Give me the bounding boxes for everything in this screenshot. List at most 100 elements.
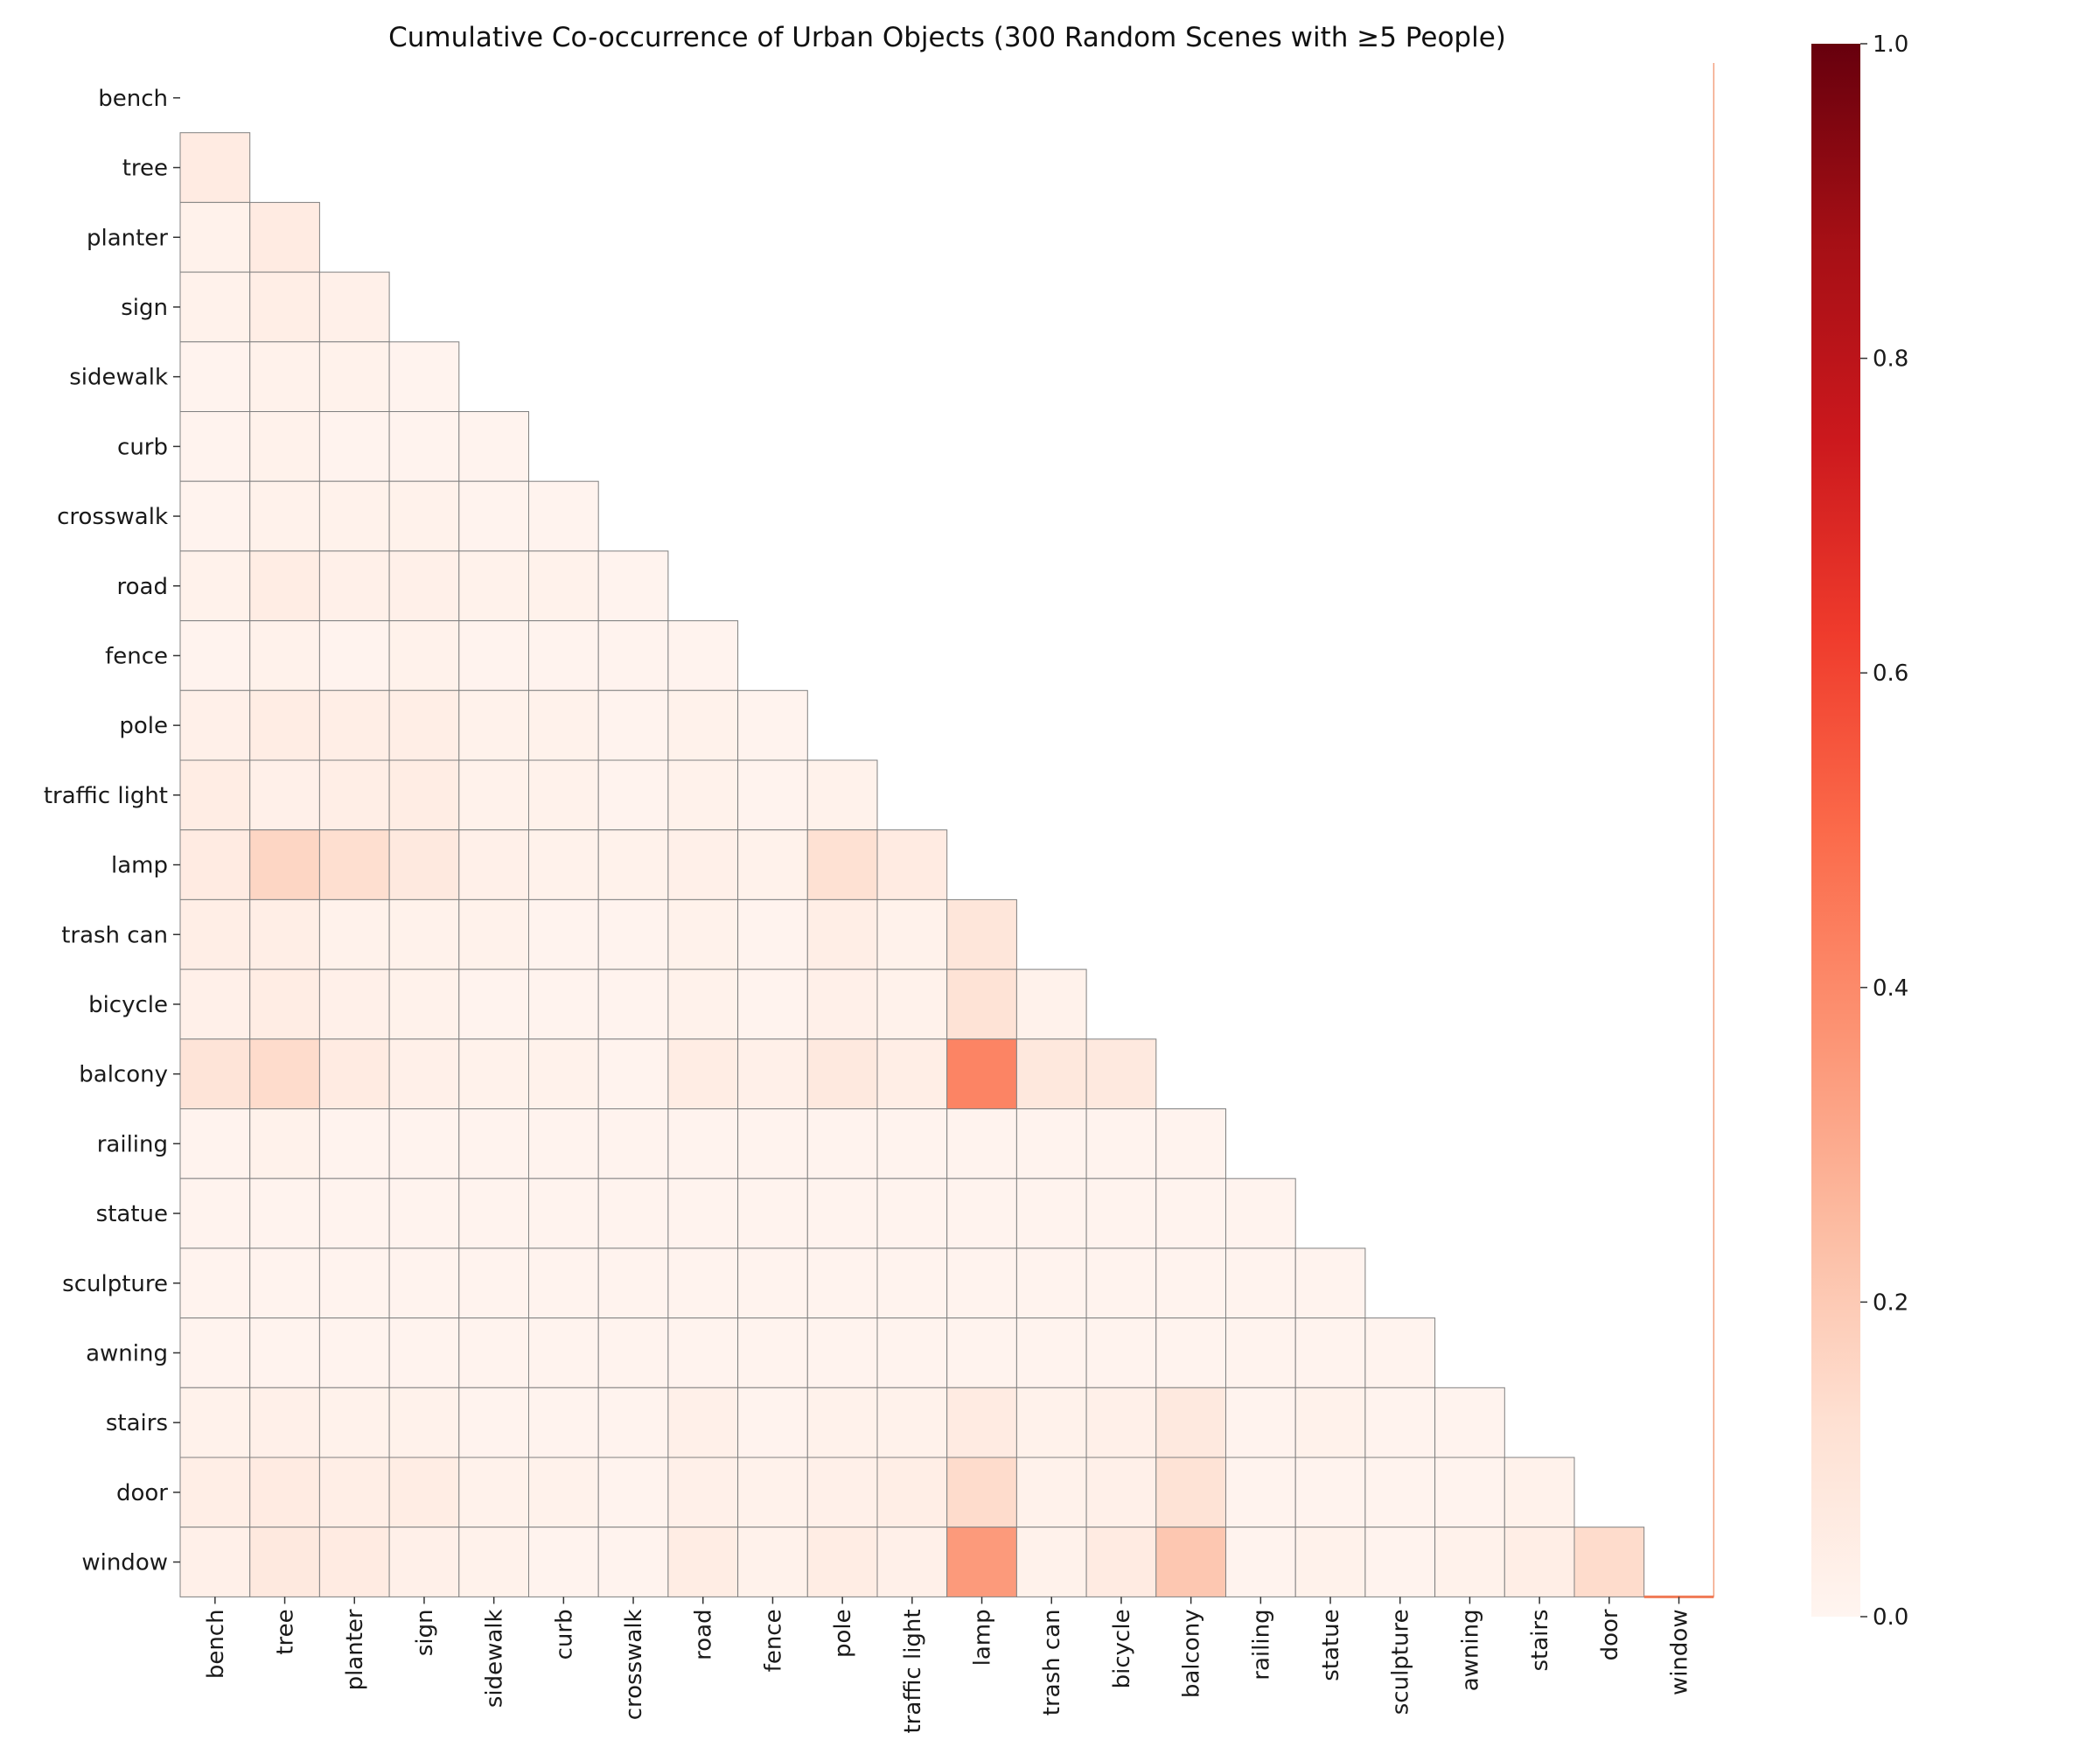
heatmap-cell xyxy=(318,689,390,761)
x-tick-label: bench xyxy=(203,1609,229,1679)
heatmap-cell xyxy=(249,411,320,482)
heatmap-cell xyxy=(528,829,599,900)
heatmap-cell xyxy=(388,829,460,900)
heatmap-cell xyxy=(458,620,529,691)
heatmap-cell xyxy=(249,1108,320,1179)
heatmap-cell xyxy=(528,1038,599,1110)
heatmap-cell xyxy=(179,1177,251,1249)
heatmap-cell xyxy=(458,1177,529,1249)
heatmap-cell xyxy=(1364,1317,1436,1388)
colorbar-tick-label: 0.0 xyxy=(1873,1604,1908,1631)
heatmap-cell xyxy=(806,1038,878,1110)
y-tick-label: crosswalk xyxy=(57,504,168,530)
x-tick-label: sign xyxy=(412,1609,438,1656)
heatmap-cell xyxy=(528,1527,599,1597)
x-tick-label: pole xyxy=(830,1609,856,1658)
heatmap-cell xyxy=(528,1457,599,1528)
heatmap-cell xyxy=(458,968,529,1040)
heatmap-cell xyxy=(249,1247,320,1319)
heatmap-cell xyxy=(318,1177,390,1249)
heatmap-cell xyxy=(876,1457,948,1528)
heatmap-cell xyxy=(737,689,808,761)
heatmap-cell xyxy=(1015,1247,1087,1319)
heatmap-cell xyxy=(249,689,320,761)
heatmap-cell xyxy=(737,1527,808,1597)
heatmap-cell xyxy=(737,898,808,970)
x-tick-label: sculpture xyxy=(1388,1609,1414,1715)
heatmap-cell xyxy=(597,620,669,691)
heatmap-cell xyxy=(318,759,390,831)
heatmap-cell xyxy=(318,620,390,691)
heatmap-cell xyxy=(806,1317,878,1388)
colorbar-tick-label: 0.6 xyxy=(1873,660,1908,687)
heatmap-cell xyxy=(667,1247,739,1319)
heatmap-cell xyxy=(249,201,320,273)
heatmap-cell xyxy=(528,1108,599,1179)
heatmap-cell xyxy=(806,1457,878,1528)
heatmap-cell xyxy=(597,759,669,831)
heatmap-cell xyxy=(179,898,251,970)
y-tick-label: balcony xyxy=(79,1062,168,1088)
heatmap-cell xyxy=(318,1457,390,1528)
heatmap-cell xyxy=(1015,1457,1087,1528)
heatmap-cell xyxy=(179,132,251,203)
x-tick-label: road xyxy=(691,1609,717,1660)
colorbar-tick-label: 0.2 xyxy=(1873,1289,1908,1316)
heatmap-cell xyxy=(597,550,669,622)
x-tick-label: crosswalk xyxy=(621,1609,647,1720)
heatmap-cell xyxy=(388,689,460,761)
heatmap-cell xyxy=(249,898,320,970)
heatmap-cell xyxy=(388,1527,460,1597)
heatmap-cell xyxy=(1503,1457,1575,1528)
heatmap-cell xyxy=(388,759,460,831)
heatmap-cell xyxy=(249,1317,320,1388)
heatmap-cell xyxy=(946,898,1017,970)
heatmap-cell xyxy=(737,1247,808,1319)
heatmap-cell xyxy=(1225,1387,1296,1458)
heatmap-cell xyxy=(876,1387,948,1458)
y-tick-label: trash can xyxy=(61,922,168,948)
heatmap-cell xyxy=(737,1108,808,1179)
heatmap-cell xyxy=(318,411,390,482)
heatmap-cell xyxy=(806,968,878,1040)
heatmap-cell xyxy=(806,829,878,900)
heatmap-cell xyxy=(458,829,529,900)
heatmap-cell xyxy=(1085,1317,1157,1388)
heatmap-cell xyxy=(876,1527,948,1597)
heatmap-cell xyxy=(946,1457,1017,1528)
x-tick-label: railing xyxy=(1248,1609,1274,1680)
heatmap-cell xyxy=(179,1247,251,1319)
heatmap-cell xyxy=(667,1527,739,1597)
y-tick-label: bench xyxy=(98,86,168,112)
heatmap-cell xyxy=(458,1457,529,1528)
heatmap-cell xyxy=(597,689,669,761)
heatmap-cell xyxy=(1085,1247,1157,1319)
heatmap-cell xyxy=(318,1108,390,1179)
heatmap-cell xyxy=(1085,1527,1157,1597)
heatmap-cell xyxy=(737,1317,808,1388)
y-tick-label: awning xyxy=(86,1340,168,1366)
heatmap-cell xyxy=(1155,1177,1227,1249)
heatmap-cell xyxy=(318,1387,390,1458)
heatmap-cell xyxy=(179,968,251,1040)
heatmap-cell xyxy=(1015,1038,1087,1110)
heatmap-cell xyxy=(1155,1108,1227,1179)
heatmap-cell xyxy=(737,759,808,831)
heatmap-cell xyxy=(597,968,669,1040)
y-tick-label: sculpture xyxy=(62,1271,168,1297)
heatmap-cell xyxy=(458,1038,529,1110)
y-tick-label: door xyxy=(116,1480,168,1506)
heatmap-cell xyxy=(528,898,599,970)
heatmap-cell xyxy=(528,550,599,622)
heatmap-cell xyxy=(1155,1317,1227,1388)
heatmap-cell xyxy=(458,1527,529,1597)
heatmap-cell xyxy=(946,1387,1017,1458)
heatmap-cell xyxy=(737,968,808,1040)
heatmap-cell xyxy=(388,1387,460,1458)
heatmap-cell xyxy=(876,1038,948,1110)
heatmap-cell xyxy=(318,968,390,1040)
heatmap-cell xyxy=(179,411,251,482)
heatmap-cell xyxy=(667,689,739,761)
heatmap-cell xyxy=(1364,1387,1436,1458)
heatmap-cell xyxy=(597,1317,669,1388)
